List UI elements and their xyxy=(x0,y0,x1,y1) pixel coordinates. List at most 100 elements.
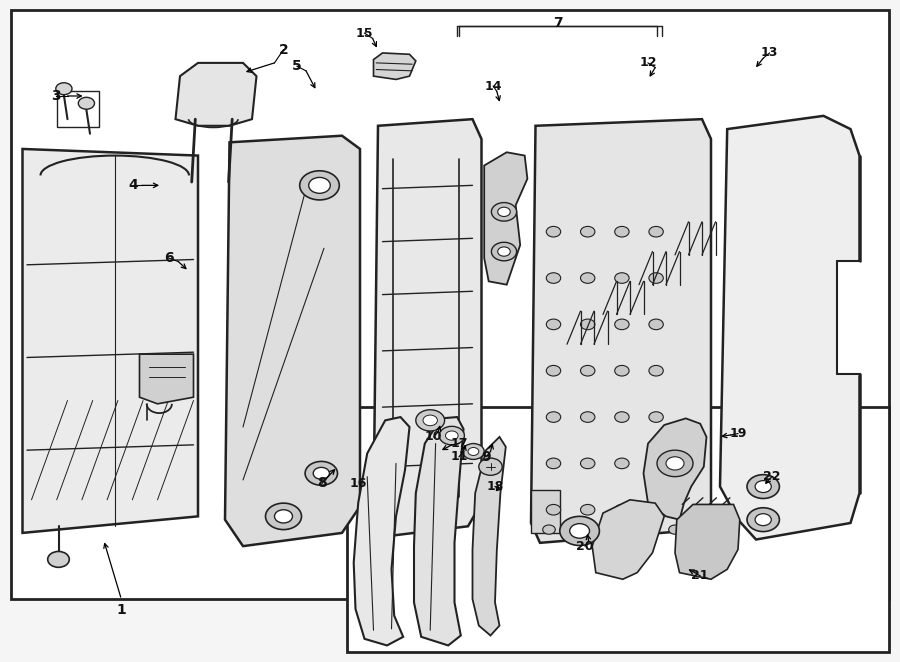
Circle shape xyxy=(570,524,590,538)
Polygon shape xyxy=(374,53,416,79)
Circle shape xyxy=(574,525,587,534)
Circle shape xyxy=(491,242,517,261)
Text: 17: 17 xyxy=(450,437,468,450)
Circle shape xyxy=(580,504,595,515)
Circle shape xyxy=(479,458,502,475)
Polygon shape xyxy=(592,500,664,579)
Polygon shape xyxy=(354,417,410,645)
Circle shape xyxy=(615,319,629,330)
Polygon shape xyxy=(225,136,360,546)
Circle shape xyxy=(313,467,329,479)
Text: 19: 19 xyxy=(729,427,747,440)
Circle shape xyxy=(649,458,663,469)
Circle shape xyxy=(580,273,595,283)
Text: 7: 7 xyxy=(554,16,562,30)
Circle shape xyxy=(669,525,681,534)
Circle shape xyxy=(274,510,292,523)
Circle shape xyxy=(606,525,618,534)
Circle shape xyxy=(463,444,484,459)
Circle shape xyxy=(300,171,339,200)
Circle shape xyxy=(546,365,561,376)
Text: 3: 3 xyxy=(51,89,60,103)
Text: 9: 9 xyxy=(482,449,490,464)
Polygon shape xyxy=(837,261,859,374)
Circle shape xyxy=(439,426,464,445)
Circle shape xyxy=(546,273,561,283)
Circle shape xyxy=(56,83,72,95)
Circle shape xyxy=(747,475,779,498)
Bar xyxy=(57,91,99,127)
Polygon shape xyxy=(22,149,198,533)
Circle shape xyxy=(649,226,663,237)
Circle shape xyxy=(309,177,330,193)
Circle shape xyxy=(266,503,302,530)
Text: 10: 10 xyxy=(425,430,443,444)
Circle shape xyxy=(649,273,663,283)
Text: 1: 1 xyxy=(117,603,126,618)
Circle shape xyxy=(498,207,510,216)
Circle shape xyxy=(416,410,445,431)
Circle shape xyxy=(637,525,650,534)
Circle shape xyxy=(546,412,561,422)
Circle shape xyxy=(560,516,599,545)
Circle shape xyxy=(649,365,663,376)
Circle shape xyxy=(491,203,517,221)
Circle shape xyxy=(446,431,458,440)
Circle shape xyxy=(580,412,595,422)
Circle shape xyxy=(615,226,629,237)
Circle shape xyxy=(755,514,771,526)
Circle shape xyxy=(755,481,771,493)
Circle shape xyxy=(649,504,663,515)
Bar xyxy=(531,490,560,533)
Circle shape xyxy=(615,365,629,376)
Text: 13: 13 xyxy=(760,46,778,60)
Circle shape xyxy=(546,504,561,515)
Polygon shape xyxy=(720,116,859,540)
Circle shape xyxy=(546,226,561,237)
Text: 6: 6 xyxy=(165,251,174,265)
Circle shape xyxy=(546,458,561,469)
Polygon shape xyxy=(531,119,711,543)
Circle shape xyxy=(747,508,779,532)
Text: 4: 4 xyxy=(129,178,138,193)
Circle shape xyxy=(48,551,69,567)
Circle shape xyxy=(305,461,338,485)
Circle shape xyxy=(649,412,663,422)
Circle shape xyxy=(615,504,629,515)
Text: 15: 15 xyxy=(356,26,373,40)
Circle shape xyxy=(580,458,595,469)
Text: 2: 2 xyxy=(279,42,288,57)
Circle shape xyxy=(543,525,555,534)
Circle shape xyxy=(468,448,479,455)
Text: 16: 16 xyxy=(349,477,367,490)
Bar xyxy=(346,407,889,652)
Circle shape xyxy=(580,319,595,330)
Polygon shape xyxy=(140,354,194,404)
Circle shape xyxy=(580,365,595,376)
Text: 5: 5 xyxy=(292,59,302,73)
Text: 12: 12 xyxy=(639,56,657,70)
Bar xyxy=(11,10,889,599)
Polygon shape xyxy=(414,417,464,645)
Polygon shape xyxy=(644,418,706,520)
Text: 22: 22 xyxy=(763,470,781,483)
Text: 20: 20 xyxy=(576,540,594,553)
Text: 8: 8 xyxy=(318,476,327,491)
Circle shape xyxy=(615,273,629,283)
Circle shape xyxy=(649,319,663,330)
Circle shape xyxy=(423,415,437,426)
Polygon shape xyxy=(472,437,506,636)
Circle shape xyxy=(615,412,629,422)
Polygon shape xyxy=(484,152,527,285)
Circle shape xyxy=(498,247,510,256)
Text: 21: 21 xyxy=(691,569,709,583)
Text: 11: 11 xyxy=(450,450,468,463)
Polygon shape xyxy=(176,63,256,126)
Circle shape xyxy=(580,226,595,237)
Text: 18: 18 xyxy=(486,480,504,493)
Polygon shape xyxy=(374,119,482,536)
Text: 14: 14 xyxy=(484,79,502,93)
Circle shape xyxy=(78,97,94,109)
Polygon shape xyxy=(675,504,740,579)
Circle shape xyxy=(615,458,629,469)
